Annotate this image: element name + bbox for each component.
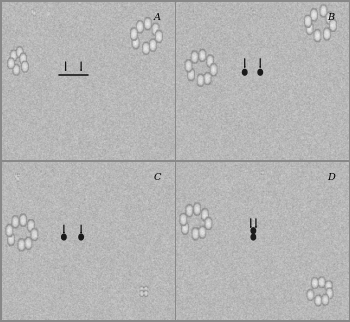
Ellipse shape [79,234,83,240]
Text: D: D [328,173,335,182]
Ellipse shape [258,70,262,75]
Text: B: B [328,13,335,22]
Ellipse shape [251,228,256,233]
Text: A: A [154,13,161,22]
Ellipse shape [62,234,66,240]
Ellipse shape [243,70,247,75]
Ellipse shape [251,234,256,240]
Text: C: C [154,173,161,182]
